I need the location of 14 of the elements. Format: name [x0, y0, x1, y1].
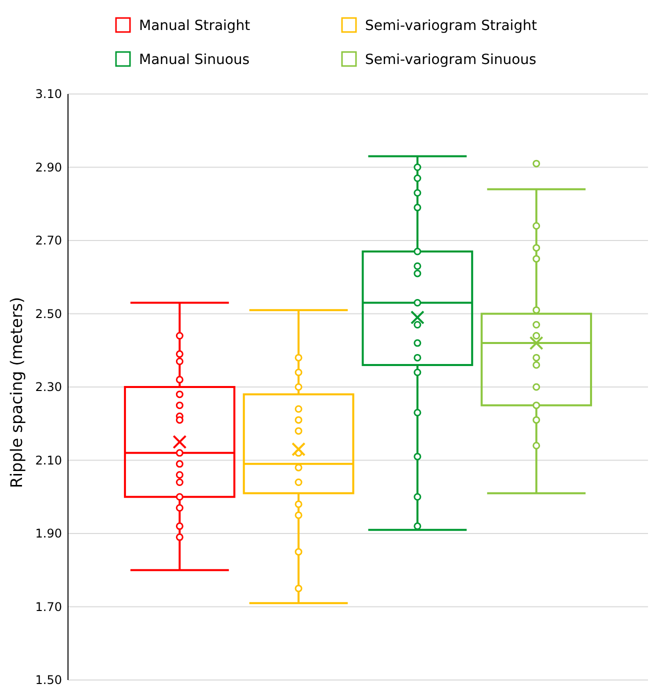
y-tick-label: 2.50 [35, 306, 62, 321]
y-tick-label: 2.10 [35, 453, 62, 468]
legend-label: Semi-variogram Sinuous [365, 52, 536, 68]
legend-label: Manual Sinuous [139, 52, 250, 68]
y-tick-label: 1.50 [35, 673, 62, 688]
y-tick-label: 2.70 [35, 234, 62, 248]
legend-label: Semi-variogram Straight [365, 18, 538, 34]
y-tick-label: 2.30 [35, 380, 62, 394]
y-tick-label: 1.70 [35, 600, 62, 614]
y-axis-title: Ripple spacing (meters) [7, 296, 26, 488]
y-tick-label: 2.90 [35, 160, 62, 174]
y-tick-label: 1.90 [35, 526, 62, 541]
legend-label: Manual Straight [139, 18, 251, 34]
y-tick-label: 3.10 [35, 87, 62, 102]
